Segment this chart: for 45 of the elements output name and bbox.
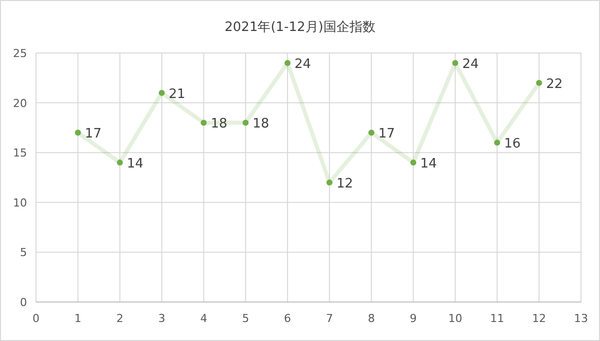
point bbox=[494, 140, 500, 146]
data-label: 24 bbox=[462, 56, 479, 72]
point bbox=[368, 130, 374, 136]
data-label: 22 bbox=[546, 76, 563, 92]
x-tick-label: 5 bbox=[242, 312, 250, 325]
x-tick-label: 11 bbox=[490, 312, 504, 325]
data-label: 18 bbox=[252, 116, 270, 132]
x-tick-label: 13 bbox=[574, 312, 588, 325]
point bbox=[452, 60, 458, 66]
x-tick-label: 8 bbox=[368, 312, 375, 325]
y-tick-label: 10 bbox=[13, 196, 27, 210]
point bbox=[158, 90, 165, 96]
data-label: 17 bbox=[378, 126, 395, 142]
x-tick-label: 3 bbox=[158, 312, 166, 325]
data-label: 12 bbox=[336, 176, 354, 192]
x-tick-label: 1 bbox=[74, 312, 82, 325]
data-label: 14 bbox=[126, 156, 144, 172]
y-tick-label: 5 bbox=[20, 246, 27, 260]
data-label: 24 bbox=[294, 56, 312, 72]
x-tick-label: 12 bbox=[532, 312, 546, 325]
y-tick-label: 20 bbox=[13, 96, 27, 110]
y-tick-label: 0 bbox=[20, 296, 27, 309]
point bbox=[74, 130, 81, 136]
data-label: 18 bbox=[210, 116, 228, 132]
data-label: 14 bbox=[420, 156, 437, 172]
x-tick-label: 2 bbox=[116, 312, 124, 325]
y-tick-label: 25 bbox=[13, 47, 27, 60]
point bbox=[200, 120, 207, 126]
data-label: 16 bbox=[504, 136, 521, 152]
x-tick-label: 4 bbox=[200, 312, 208, 325]
data-label: 21 bbox=[168, 86, 186, 102]
x-tick-label: 7 bbox=[326, 312, 333, 325]
x-tick-label: 0 bbox=[32, 312, 40, 325]
x-tick-label: 10 bbox=[448, 312, 462, 325]
y-tick-label: 15 bbox=[13, 146, 27, 160]
point bbox=[116, 160, 123, 166]
point bbox=[536, 80, 542, 86]
point bbox=[326, 179, 332, 186]
x-tick-label: 9 bbox=[410, 312, 417, 325]
point bbox=[242, 120, 249, 126]
point bbox=[410, 160, 416, 166]
data-label: 17 bbox=[84, 126, 102, 142]
x-tick-label: 6 bbox=[284, 312, 292, 325]
point bbox=[284, 60, 291, 66]
chart-title: 2021年(1-12月)国企指数 bbox=[224, 20, 376, 35]
